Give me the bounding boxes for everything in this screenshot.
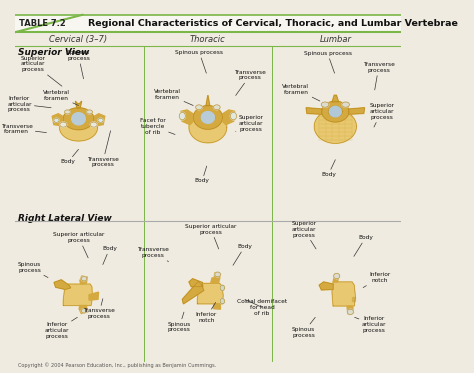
Text: Copyright © 2004 Pearson Education, Inc., publishing as Benjamin Cummings.: Copyright © 2004 Pearson Education, Inc.… [18, 363, 216, 369]
Text: Inferior
articular
process: Inferior articular process [355, 316, 386, 333]
Text: Thoracic: Thoracic [190, 35, 226, 44]
Polygon shape [329, 106, 341, 117]
Ellipse shape [334, 273, 340, 279]
Polygon shape [60, 115, 98, 141]
Text: Body: Body [102, 247, 117, 264]
Text: Superior articular
process: Superior articular process [185, 224, 237, 249]
Polygon shape [80, 276, 87, 284]
Polygon shape [347, 306, 354, 314]
Polygon shape [63, 284, 92, 305]
Ellipse shape [91, 122, 97, 127]
Text: Body: Body [354, 235, 373, 256]
Text: Transverse
process: Transverse process [137, 247, 169, 261]
Ellipse shape [342, 102, 349, 107]
Text: Vertebral
foramen: Vertebral foramen [43, 90, 79, 106]
Text: Regional Characteristics of Cervical, Thoracic, and Lumbar Vertebrae: Regional Characteristics of Cervical, Th… [88, 19, 458, 28]
Bar [15, 15, 401, 32]
Ellipse shape [321, 102, 329, 107]
Polygon shape [201, 112, 215, 123]
Text: Superior
articular
process: Superior articular process [369, 103, 394, 127]
Polygon shape [64, 108, 94, 130]
Text: Spinous
process: Spinous process [18, 262, 48, 278]
Polygon shape [79, 305, 87, 313]
Text: Spinous
process: Spinous process [67, 50, 90, 79]
Polygon shape [52, 114, 64, 126]
Ellipse shape [64, 110, 70, 114]
Polygon shape [197, 283, 223, 304]
Ellipse shape [230, 112, 237, 120]
Text: Transverse
foramen: Transverse foramen [1, 123, 46, 134]
Ellipse shape [54, 118, 59, 122]
Text: Body: Body [61, 149, 79, 164]
Polygon shape [306, 108, 322, 114]
Polygon shape [222, 110, 235, 125]
Polygon shape [349, 108, 365, 114]
Ellipse shape [179, 112, 185, 120]
Text: Superior View: Superior View [18, 48, 89, 57]
Text: Lumbar: Lumbar [319, 35, 351, 44]
Polygon shape [181, 110, 193, 125]
Ellipse shape [196, 105, 202, 110]
Polygon shape [182, 281, 204, 304]
Polygon shape [93, 114, 105, 126]
Polygon shape [54, 280, 71, 289]
Polygon shape [189, 112, 227, 143]
Text: Inferior
notch: Inferior notch [196, 303, 217, 323]
Ellipse shape [98, 118, 103, 122]
Polygon shape [189, 279, 203, 287]
Text: Body: Body [321, 160, 336, 177]
Text: Vertebral
foramen: Vertebral foramen [283, 84, 320, 101]
Polygon shape [332, 95, 338, 102]
Text: Spinous
process: Spinous process [292, 317, 315, 338]
Polygon shape [333, 274, 338, 282]
Text: Transverse
process: Transverse process [83, 299, 115, 319]
Polygon shape [193, 106, 222, 129]
Text: Superior articular
process: Superior articular process [53, 232, 105, 258]
Text: Inferior
articular
process: Inferior articular process [44, 317, 77, 339]
Polygon shape [15, 15, 82, 32]
Polygon shape [322, 101, 349, 122]
Polygon shape [314, 110, 356, 143]
Text: Spinous process: Spinous process [175, 50, 223, 73]
Text: Transverse
process: Transverse process [235, 70, 266, 95]
Text: Spinous process: Spinous process [304, 51, 352, 73]
Ellipse shape [82, 309, 87, 313]
Ellipse shape [87, 110, 92, 114]
Polygon shape [214, 273, 220, 279]
Ellipse shape [220, 285, 225, 291]
Ellipse shape [347, 309, 354, 314]
Text: Cervical (3–7): Cervical (3–7) [49, 35, 108, 44]
Text: TABLE 7.2: TABLE 7.2 [19, 19, 66, 28]
Text: Inferior
notch: Inferior notch [363, 272, 391, 288]
Polygon shape [352, 297, 356, 301]
Ellipse shape [213, 105, 220, 110]
Text: Transverse
process: Transverse process [363, 62, 394, 90]
Ellipse shape [82, 276, 87, 281]
Text: Body: Body [233, 244, 252, 265]
Text: Inferior
articular
process: Inferior articular process [7, 96, 51, 112]
Text: Superior
articular
process: Superior articular process [236, 115, 264, 132]
Polygon shape [89, 292, 99, 300]
Ellipse shape [60, 122, 67, 127]
Polygon shape [319, 282, 333, 290]
Polygon shape [206, 95, 210, 106]
Text: Vertebral
foramen: Vertebral foramen [154, 89, 193, 106]
Polygon shape [75, 101, 82, 108]
Ellipse shape [215, 272, 220, 277]
Text: Spinous
process: Spinous process [168, 312, 191, 332]
Text: Facet for
tubercle
of rib: Facet for tubercle of rib [140, 118, 175, 135]
Text: Right Lateral View: Right Lateral View [18, 214, 112, 223]
Text: Superior
articular
process: Superior articular process [21, 56, 62, 86]
Text: Body: Body [195, 166, 210, 184]
Text: Superior
articular
process: Superior articular process [291, 221, 316, 249]
Ellipse shape [220, 298, 225, 304]
Polygon shape [72, 113, 85, 125]
Polygon shape [213, 304, 220, 309]
Text: Transverse
process: Transverse process [87, 131, 119, 167]
Polygon shape [332, 282, 356, 306]
Polygon shape [210, 278, 219, 283]
Text: Costal demifacet
for head
of rib: Costal demifacet for head of rib [237, 299, 287, 316]
